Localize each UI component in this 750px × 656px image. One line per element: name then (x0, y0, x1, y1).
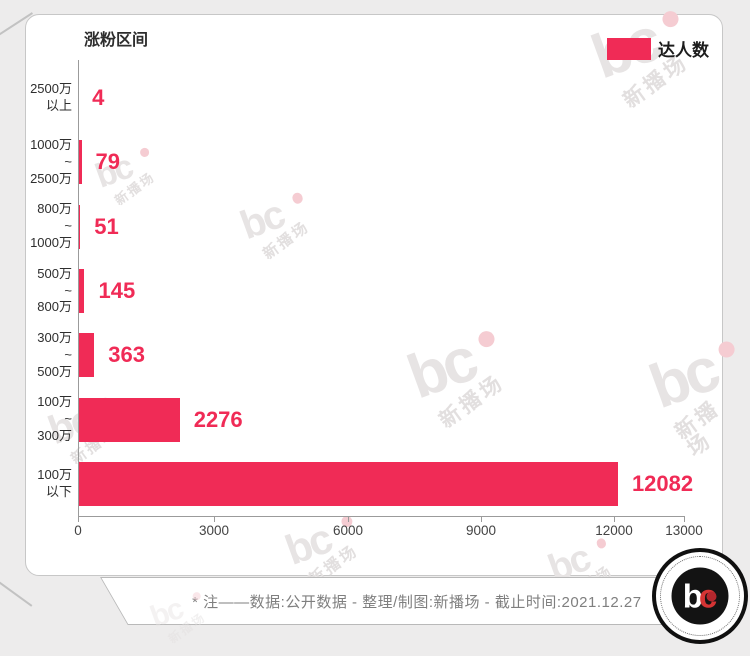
footer-note: * 注——数据:公开数据 - 整理/制图:新播场 - 截止时间:2021.12.… (192, 593, 642, 611)
bar (78, 140, 82, 185)
x-axis-tick-label: 12000 (595, 523, 633, 538)
bar-value: 145 (98, 277, 136, 303)
bar-row: 79 (78, 130, 684, 194)
x-axis-tick (481, 517, 482, 522)
category-labels-column: 2500万 以上 1000万 ~ 2500万 800万 ~ 1000万 500万… (0, 66, 72, 516)
x-axis-tick-label: 9000 (465, 523, 497, 538)
category-line: 2500万 (30, 81, 72, 97)
category-line: 800万 (37, 299, 72, 315)
category-line: 100万 (37, 394, 72, 410)
x-axis-tick (214, 517, 215, 522)
legend: 达人数 (607, 36, 709, 61)
bar (78, 204, 81, 249)
plot-area: 4 79 51 145 363 2276 12082 (78, 66, 693, 516)
bar (78, 333, 95, 378)
bar-value: 363 (108, 342, 145, 368)
category-line: 1000万 (30, 235, 72, 251)
x-axis-tick-label: 13000 (665, 523, 703, 538)
category-line: 2500万 (30, 170, 72, 186)
corner-decoration-bottom-left (0, 579, 33, 607)
xinbochang-logo: b c (652, 548, 748, 644)
logo-disc: b c (671, 567, 729, 625)
y-axis-line (78, 60, 79, 516)
category-line: 300万 (37, 427, 72, 443)
category-line: 500万 (37, 363, 72, 379)
bar (78, 461, 618, 506)
logo-letter-b: b (682, 577, 703, 615)
category-label: 100万 以下 (0, 452, 72, 516)
bar-value: 2276 (193, 406, 243, 432)
legend-swatch (607, 37, 651, 60)
bar-row: 145 (78, 259, 684, 323)
y-axis-title: 涨粉区间 (84, 32, 149, 49)
category-line: 以上 (45, 98, 72, 114)
category-line: 1000万 (30, 137, 72, 153)
category-line: 100万 (37, 466, 72, 482)
x-axis-tick-label: 3000 (198, 523, 230, 538)
category-line: ~ (64, 153, 72, 169)
category-line: 300万 (37, 329, 72, 345)
category-line: 500万 (37, 265, 72, 281)
category-label: 1000万 ~ 2500万 (0, 130, 72, 194)
bar-row: 51 (78, 195, 684, 259)
bar-value: 12082 (631, 470, 694, 496)
bar-value: 51 (94, 213, 119, 239)
bar (78, 397, 180, 442)
category-label: 2500万 以上 (0, 66, 72, 130)
category-label: 300万 ~ 500万 (0, 323, 72, 387)
x-axis-tick-label: 6000 (332, 523, 364, 538)
x-axis-tick-label: 0 (74, 523, 82, 538)
category-label: 100万 ~ 300万 (0, 387, 72, 451)
category-label: 800万 ~ 1000万 (0, 195, 72, 259)
category-line: ~ (64, 282, 72, 298)
bar-value: 79 (95, 149, 120, 175)
x-axis-tick (348, 517, 349, 522)
bar-row: 2276 (78, 387, 684, 451)
logo-dotted-ring (660, 556, 740, 636)
x-axis-tick (78, 517, 79, 522)
category-line: ~ (64, 411, 72, 427)
category-line: ~ (64, 218, 72, 234)
legend-label: 达人数 (658, 41, 709, 60)
category-line: ~ (64, 346, 72, 362)
category-line: 800万 (37, 201, 72, 217)
logo-red-dot (706, 591, 717, 602)
bar-value: 4 (92, 85, 105, 111)
bar-row: 4 (78, 66, 684, 130)
footer-note-band: * 注——数据:公开数据 - 整理/制图:新播场 - 截止时间:2021.12.… (100, 577, 734, 625)
bar-row: 363 (78, 323, 684, 387)
x-axis-line (78, 516, 685, 517)
category-label: 500万 ~ 800万 (0, 259, 72, 323)
category-line: 以下 (45, 483, 72, 499)
bar-row: 12082 (78, 452, 693, 516)
x-axis-tick (614, 517, 615, 522)
x-axis-tick (684, 517, 685, 522)
bar (78, 268, 85, 313)
